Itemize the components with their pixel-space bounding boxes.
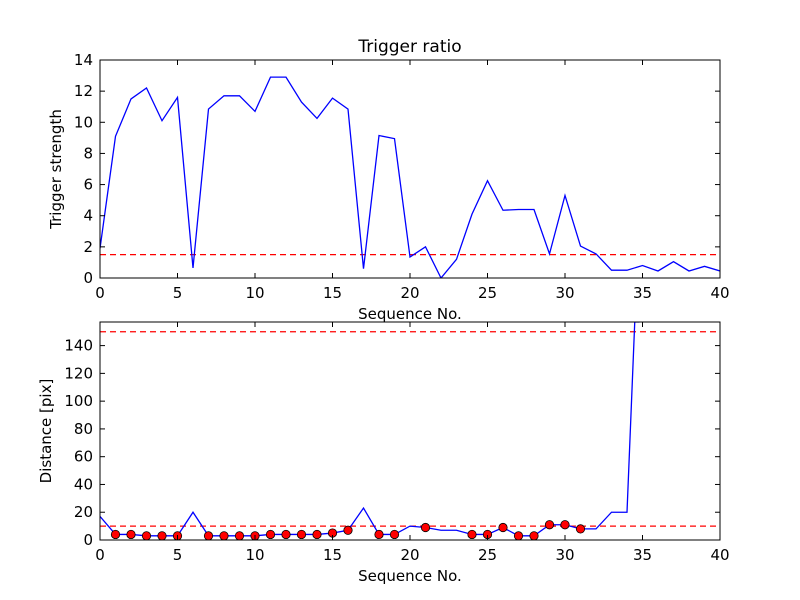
chart1-y-tick-label: 4 bbox=[83, 207, 93, 225]
chart1-panel: 0 5 10 15 20 25 30 35 40 0 2 4 6 8 10 12 14 Sequence No. T… bbox=[47, 37, 730, 323]
chart2-data-point bbox=[513, 531, 524, 540]
chart2-y-tick-label: 60 bbox=[74, 448, 93, 466]
chart2-data-point bbox=[575, 524, 586, 534]
chart2-panel: 0 5 10 15 20 25 30 35 40 0 20 40 60 80 100 120 140 Sequen… bbox=[37, 321, 730, 585]
chart2-x-tick-label: 30 bbox=[555, 546, 574, 564]
chart2-data-point bbox=[544, 520, 555, 530]
chart1-y-tick-label: 6 bbox=[83, 176, 93, 194]
chart1-series-line bbox=[100, 76, 720, 278]
chart2-data-point bbox=[219, 531, 229, 540]
chart1-x-tick-label: 15 bbox=[323, 284, 342, 302]
chart2-x-tick-label: 15 bbox=[323, 546, 342, 564]
chart2-data-point bbox=[374, 529, 384, 540]
chart2-data-point bbox=[281, 529, 291, 540]
chart2-data-point bbox=[498, 522, 508, 533]
chart2-data-point bbox=[529, 531, 539, 540]
chart1-x-tick-label: 30 bbox=[555, 284, 574, 302]
chart2-x-axis-label: Sequence No. bbox=[358, 567, 462, 585]
chart2-data-point bbox=[157, 531, 167, 540]
chart2-data-point bbox=[467, 529, 477, 540]
chart2-data-point bbox=[265, 529, 276, 540]
chart2-x-tick-label: 5 bbox=[173, 546, 183, 564]
chart2-data-point bbox=[560, 520, 570, 530]
chart2-data-point bbox=[126, 529, 136, 540]
chart2-y-tick-label: 80 bbox=[74, 420, 93, 438]
chart2-series-line bbox=[100, 322, 640, 537]
chart1-x-tick-label: 20 bbox=[400, 284, 419, 302]
chart1-x-tick-label: 10 bbox=[245, 284, 264, 302]
chart1-x-tick-label: 40 bbox=[710, 284, 729, 302]
chart1-y-tick-label: 2 bbox=[83, 238, 93, 256]
chart2-y-tick-label: 0 bbox=[83, 531, 93, 549]
chart1-x-tick-label: 25 bbox=[478, 284, 497, 302]
chart2-y-axis-label: Distance [pix] bbox=[37, 379, 55, 484]
chart1-plot-area bbox=[100, 76, 720, 278]
chart1-x-axis-label: Sequence No. bbox=[358, 305, 462, 323]
chart2-x-tick-label: 25 bbox=[478, 546, 497, 564]
chart2-x-tick-label: 40 bbox=[710, 546, 729, 564]
chart2-y-tick-label: 120 bbox=[64, 364, 93, 382]
chart2-data-point bbox=[234, 531, 245, 540]
chart2-data-point bbox=[141, 531, 152, 540]
chart2-data-point bbox=[312, 529, 322, 540]
chart2-data-point bbox=[110, 529, 121, 540]
chart2-x-tick-label: 10 bbox=[245, 546, 264, 564]
chart1-x-tick-label: 5 bbox=[173, 284, 183, 302]
chart2-y-tick-label: 100 bbox=[64, 392, 93, 410]
chart1-y-tick-label: 8 bbox=[83, 144, 93, 162]
chart1-y-tick-label: 14 bbox=[74, 51, 93, 69]
chart2-x-tick-label: 0 bbox=[95, 546, 105, 564]
chart1-y-tick-label: 12 bbox=[74, 82, 93, 100]
chart2-y-tick-label: 140 bbox=[64, 337, 93, 355]
chart2-data-point bbox=[343, 525, 353, 535]
chart1-x-tick-label: 0 bbox=[95, 284, 105, 302]
chart1-title: Trigger ratio bbox=[357, 37, 461, 57]
chart1-y-tick-label: 10 bbox=[74, 113, 93, 131]
chart1-x-tick-label: 35 bbox=[633, 284, 652, 302]
chart2-data-point bbox=[389, 529, 400, 540]
chart2-y-tick-label: 20 bbox=[74, 503, 93, 521]
chart1-y-tick-label: 0 bbox=[83, 269, 93, 287]
chart2-x-tick-label: 20 bbox=[400, 546, 419, 564]
chart2-data-point bbox=[420, 522, 431, 533]
chart1-axes-frame bbox=[99, 59, 721, 279]
chart1-y-axis-label: Trigger strength bbox=[47, 109, 65, 230]
chart2-data-point bbox=[203, 531, 214, 540]
chart2-x-tick-label: 35 bbox=[633, 546, 652, 564]
chart2-y-tick-label: 40 bbox=[74, 475, 93, 493]
chart2-data-point bbox=[296, 529, 307, 540]
chart2-plot-area bbox=[100, 322, 720, 540]
